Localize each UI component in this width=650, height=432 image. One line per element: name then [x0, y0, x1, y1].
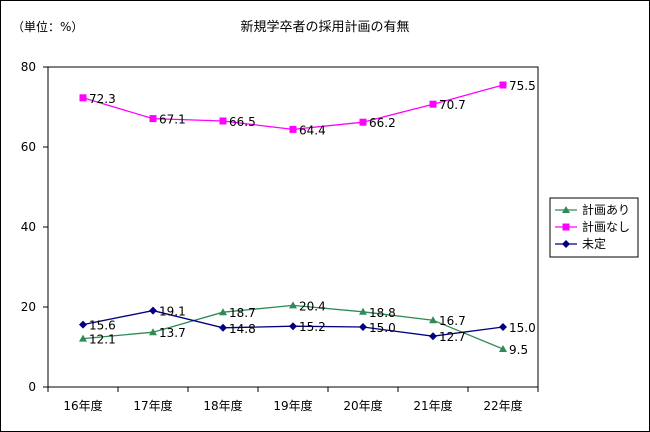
data-point	[289, 301, 297, 309]
x-tick-label: 17年度	[133, 398, 172, 413]
data-point	[289, 322, 297, 331]
unit-label: （単位：%）	[12, 19, 83, 34]
x-tick-label: 21年度	[413, 398, 452, 413]
data-point	[219, 117, 227, 125]
data-point	[499, 345, 507, 352]
data-point	[79, 320, 87, 329]
data-labels: 12.1 13.7 18.7 20.4 18.8 16.7 9.5 72.3 67.1 66.5 6…	[89, 79, 536, 357]
data-point	[359, 323, 367, 331]
data-point	[359, 118, 367, 126]
data-label: 20.4	[299, 299, 326, 313]
series-2	[79, 306, 507, 341]
y-tick-label: 20	[21, 300, 36, 314]
data-point	[429, 332, 437, 341]
data-label: 9.5	[509, 343, 528, 357]
legend-label: 計画あり	[582, 202, 630, 217]
y-tick-label: 40	[21, 220, 36, 234]
data-label: 15.6	[89, 319, 116, 333]
data-label: 15.2	[299, 320, 326, 334]
data-point	[499, 323, 507, 331]
y-tick-label: 80	[21, 60, 36, 74]
data-point	[219, 323, 227, 332]
data-label: 13.7	[159, 326, 186, 340]
data-point	[149, 306, 157, 315]
data-label: 18.7	[229, 306, 256, 320]
data-label: 66.5	[229, 115, 256, 129]
x-tick-label: 20年度	[343, 398, 382, 413]
legend-label: 未定	[582, 236, 606, 251]
y-tick-label: 60	[21, 140, 36, 154]
data-label: 12.7	[439, 330, 466, 344]
x-tick-label: 16年度	[63, 398, 102, 413]
data-label: 12.1	[89, 333, 116, 347]
legend-label: 計画なし	[582, 219, 630, 234]
chart-title: 新規学卒者の採用計画の有無	[240, 19, 409, 35]
data-point	[79, 94, 87, 102]
data-label: 18.8	[369, 306, 396, 320]
y-axis: 0 20 40 60 80	[21, 60, 48, 394]
x-tick-label: 18年度	[203, 398, 242, 413]
data-point	[289, 125, 297, 133]
data-point	[429, 100, 437, 108]
legend-marker	[562, 206, 570, 213]
x-axis: 16年度 17年度 18年度 19年度 20年度 21年度 22年度	[47, 387, 539, 413]
data-label: 67.1	[159, 113, 186, 127]
series-layer	[79, 81, 507, 352]
data-point	[149, 115, 157, 123]
legend-item: 計画なし	[555, 219, 630, 234]
data-label: 15.0	[369, 321, 396, 335]
legend-marker	[562, 240, 570, 248]
data-label: 64.4	[299, 123, 326, 137]
data-label: 72.3	[89, 92, 116, 106]
y-tick-label: 0	[28, 380, 36, 394]
data-point	[429, 316, 437, 324]
data-point	[359, 307, 367, 315]
data-point	[499, 81, 507, 89]
data-label: 19.1	[159, 305, 186, 319]
data-label: 70.7	[439, 98, 466, 112]
legend-marker	[562, 223, 570, 231]
data-label: 14.8	[229, 322, 256, 336]
x-tick-label: 22年度	[483, 398, 522, 413]
data-point	[79, 334, 87, 342]
data-label: 66.2	[369, 116, 396, 130]
data-point	[149, 328, 157, 336]
legend-item: 計画あり	[555, 202, 630, 217]
data-label: 16.7	[439, 314, 466, 328]
series-0	[79, 301, 507, 352]
data-label: 15.0	[509, 321, 536, 335]
legend-item: 未定	[555, 236, 606, 251]
data-point	[219, 308, 227, 316]
data-label: 75.5	[509, 79, 536, 93]
series-1	[79, 81, 507, 133]
x-tick-label: 19年度	[273, 398, 312, 413]
